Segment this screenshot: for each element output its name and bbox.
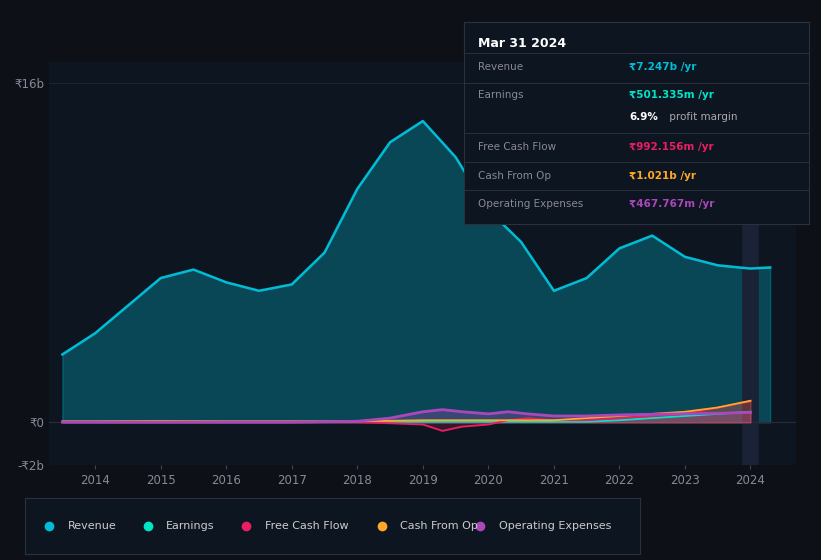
Text: Free Cash Flow: Free Cash Flow [264,521,348,531]
Text: Cash From Op: Cash From Op [478,171,551,181]
Text: Earnings: Earnings [166,521,215,531]
Text: profit margin: profit margin [666,112,737,122]
Text: ₹7.247b /yr: ₹7.247b /yr [630,62,697,72]
Text: Cash From Op: Cash From Op [401,521,478,531]
Text: 6.9%: 6.9% [630,112,658,122]
Text: Operating Expenses: Operating Expenses [478,199,583,209]
Text: Revenue: Revenue [478,62,523,72]
Text: Operating Expenses: Operating Expenses [499,521,611,531]
Text: Mar 31 2024: Mar 31 2024 [478,36,566,49]
Text: ₹992.156m /yr: ₹992.156m /yr [630,142,714,152]
Text: Revenue: Revenue [68,521,117,531]
Text: Earnings: Earnings [478,90,523,100]
Text: ₹501.335m /yr: ₹501.335m /yr [630,90,714,100]
Text: Free Cash Flow: Free Cash Flow [478,142,556,152]
Text: ₹1.021b /yr: ₹1.021b /yr [630,171,696,181]
Text: ₹467.767m /yr: ₹467.767m /yr [630,199,715,209]
